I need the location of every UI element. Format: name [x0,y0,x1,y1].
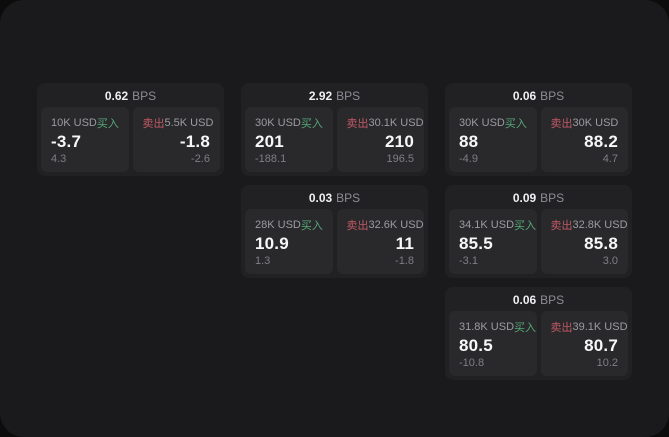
buy-size-label: 30K USD [255,117,301,129]
sell-sub-value: -2.6 [191,153,210,165]
sell-size-label: 39.1K USD [572,321,628,333]
bps-value: 0.06 [512,293,537,307]
buy-badge: 买入 [514,220,537,232]
sell-size-label: 30K USD [572,117,619,129]
sell-badge: 卖出 [346,118,369,130]
sell-panel[interactable]: 卖出 32.6K USD 11 -1.8 [336,209,424,274]
bps-value: 0.62 [104,89,129,103]
quote-card: 2.92 BPS 30K USD 买入 201 -188.1 卖出 30.1K … [241,83,428,176]
buy-panel[interactable]: 28K USD 买入 10.9 1.3 [245,209,333,274]
quote-grid: 0.62 BPS 10K USD 买入 -3.7 4.3 卖出 5.5K USD [37,83,632,380]
sell-panel[interactable]: 卖出 39.1K USD 80.7 10.2 [540,311,628,376]
sell-sub-value: 10.2 [596,357,618,369]
sell-size-label: 32.8K USD [572,219,628,231]
buy-price: 10.9 [255,234,289,253]
buy-size-label: 34.1K USD [459,219,515,231]
buy-price: 88 [459,132,479,151]
sell-badge: 卖出 [142,118,165,130]
buy-price: 201 [255,132,284,151]
sell-panel[interactable]: 卖出 5.5K USD -1.8 -2.6 [132,107,220,172]
buy-badge: 买入 [514,322,537,334]
buy-panel[interactable]: 30K USD 买入 88 -4.9 [449,107,537,172]
bps-header: 0.62 BPS [41,86,220,107]
buy-panel[interactable]: 31.8K USD 买入 80.5 -10.8 [449,311,537,376]
buy-sub-value: -4.9 [459,153,478,165]
buy-size-label: 28K USD [255,219,301,231]
sell-size-label: 5.5K USD [164,117,214,129]
buy-badge: 买入 [300,118,323,130]
quote-card: 0.62 BPS 10K USD 买入 -3.7 4.3 卖出 5.5K USD [37,83,224,176]
sell-sub-value: 3.0 [602,255,618,267]
buy-badge: 买入 [96,118,119,130]
sell-sub-value: 4.7 [602,153,618,165]
bps-unit-label: BPS [540,89,565,103]
bps-header: 2.92 BPS [245,86,424,107]
sell-price: 11 [395,234,414,253]
bps-unit-label: BPS [336,191,361,205]
buy-size-label: 30K USD [459,117,505,129]
sell-price: 88.2 [584,132,618,151]
quote-card: 0.06 BPS 31.8K USD 买入 80.5 -10.8 卖出 39.1… [445,287,632,380]
buy-panel[interactable]: 10K USD 买入 -3.7 4.3 [41,107,129,172]
sell-panel[interactable]: 卖出 30.1K USD 210 196.5 [336,107,424,172]
sell-price: 80.7 [584,336,618,355]
buy-sub-value: -188.1 [255,153,287,165]
bps-header: 0.09 BPS [449,188,628,209]
sell-size-label: 32.6K USD [368,219,424,231]
buy-price: -3.7 [51,132,82,151]
buy-sub-value: -3.1 [459,255,478,267]
bps-header: 0.06 BPS [449,86,628,107]
sell-price: 85.8 [584,234,618,253]
buy-price: 85.5 [459,234,493,253]
buy-panel[interactable]: 34.1K USD 买入 85.5 -3.1 [449,209,537,274]
bps-value: 0.09 [512,191,537,205]
sell-badge: 卖出 [550,220,573,232]
sell-sub-value: 196.5 [386,153,414,165]
bps-value: 0.03 [308,191,333,205]
quote-card: 0.03 BPS 28K USD 买入 10.9 1.3 卖出 32.6K US… [241,185,428,278]
buy-badge: 买入 [504,118,527,130]
bps-unit-label: BPS [336,89,361,103]
bps-unit-label: BPS [540,191,565,205]
sell-badge: 卖出 [346,220,369,232]
bps-header: 0.06 BPS [449,290,628,311]
buy-size-label: 31.8K USD [459,321,515,333]
sell-badge: 卖出 [550,118,573,130]
bps-unit-label: BPS [132,89,157,103]
sell-price: -1.8 [179,132,210,151]
buy-badge: 买入 [300,220,323,232]
bps-unit-label: BPS [540,293,565,307]
bps-value: 2.92 [308,89,333,103]
quote-card: 0.06 BPS 30K USD 买入 88 -4.9 卖出 30K USD [445,83,632,176]
buy-sub-value: -10.8 [459,357,485,369]
buy-sub-value: 4.3 [51,153,67,165]
quote-card: 0.09 BPS 34.1K USD 买入 85.5 -3.1 卖出 32.8K… [445,185,632,278]
buy-price: 80.5 [459,336,493,355]
buy-size-label: 10K USD [51,117,97,129]
bps-header: 0.03 BPS [245,188,424,209]
bps-value: 0.06 [512,89,537,103]
buy-panel[interactable]: 30K USD 买入 201 -188.1 [245,107,333,172]
sell-panel[interactable]: 卖出 32.8K USD 85.8 3.0 [540,209,628,274]
sell-sub-value: -1.8 [395,255,414,267]
sell-price: 210 [385,132,414,151]
sell-badge: 卖出 [550,322,573,334]
sell-panel[interactable]: 卖出 30K USD 88.2 4.7 [540,107,628,172]
sell-size-label: 30.1K USD [368,117,424,129]
buy-sub-value: 1.3 [255,255,271,267]
